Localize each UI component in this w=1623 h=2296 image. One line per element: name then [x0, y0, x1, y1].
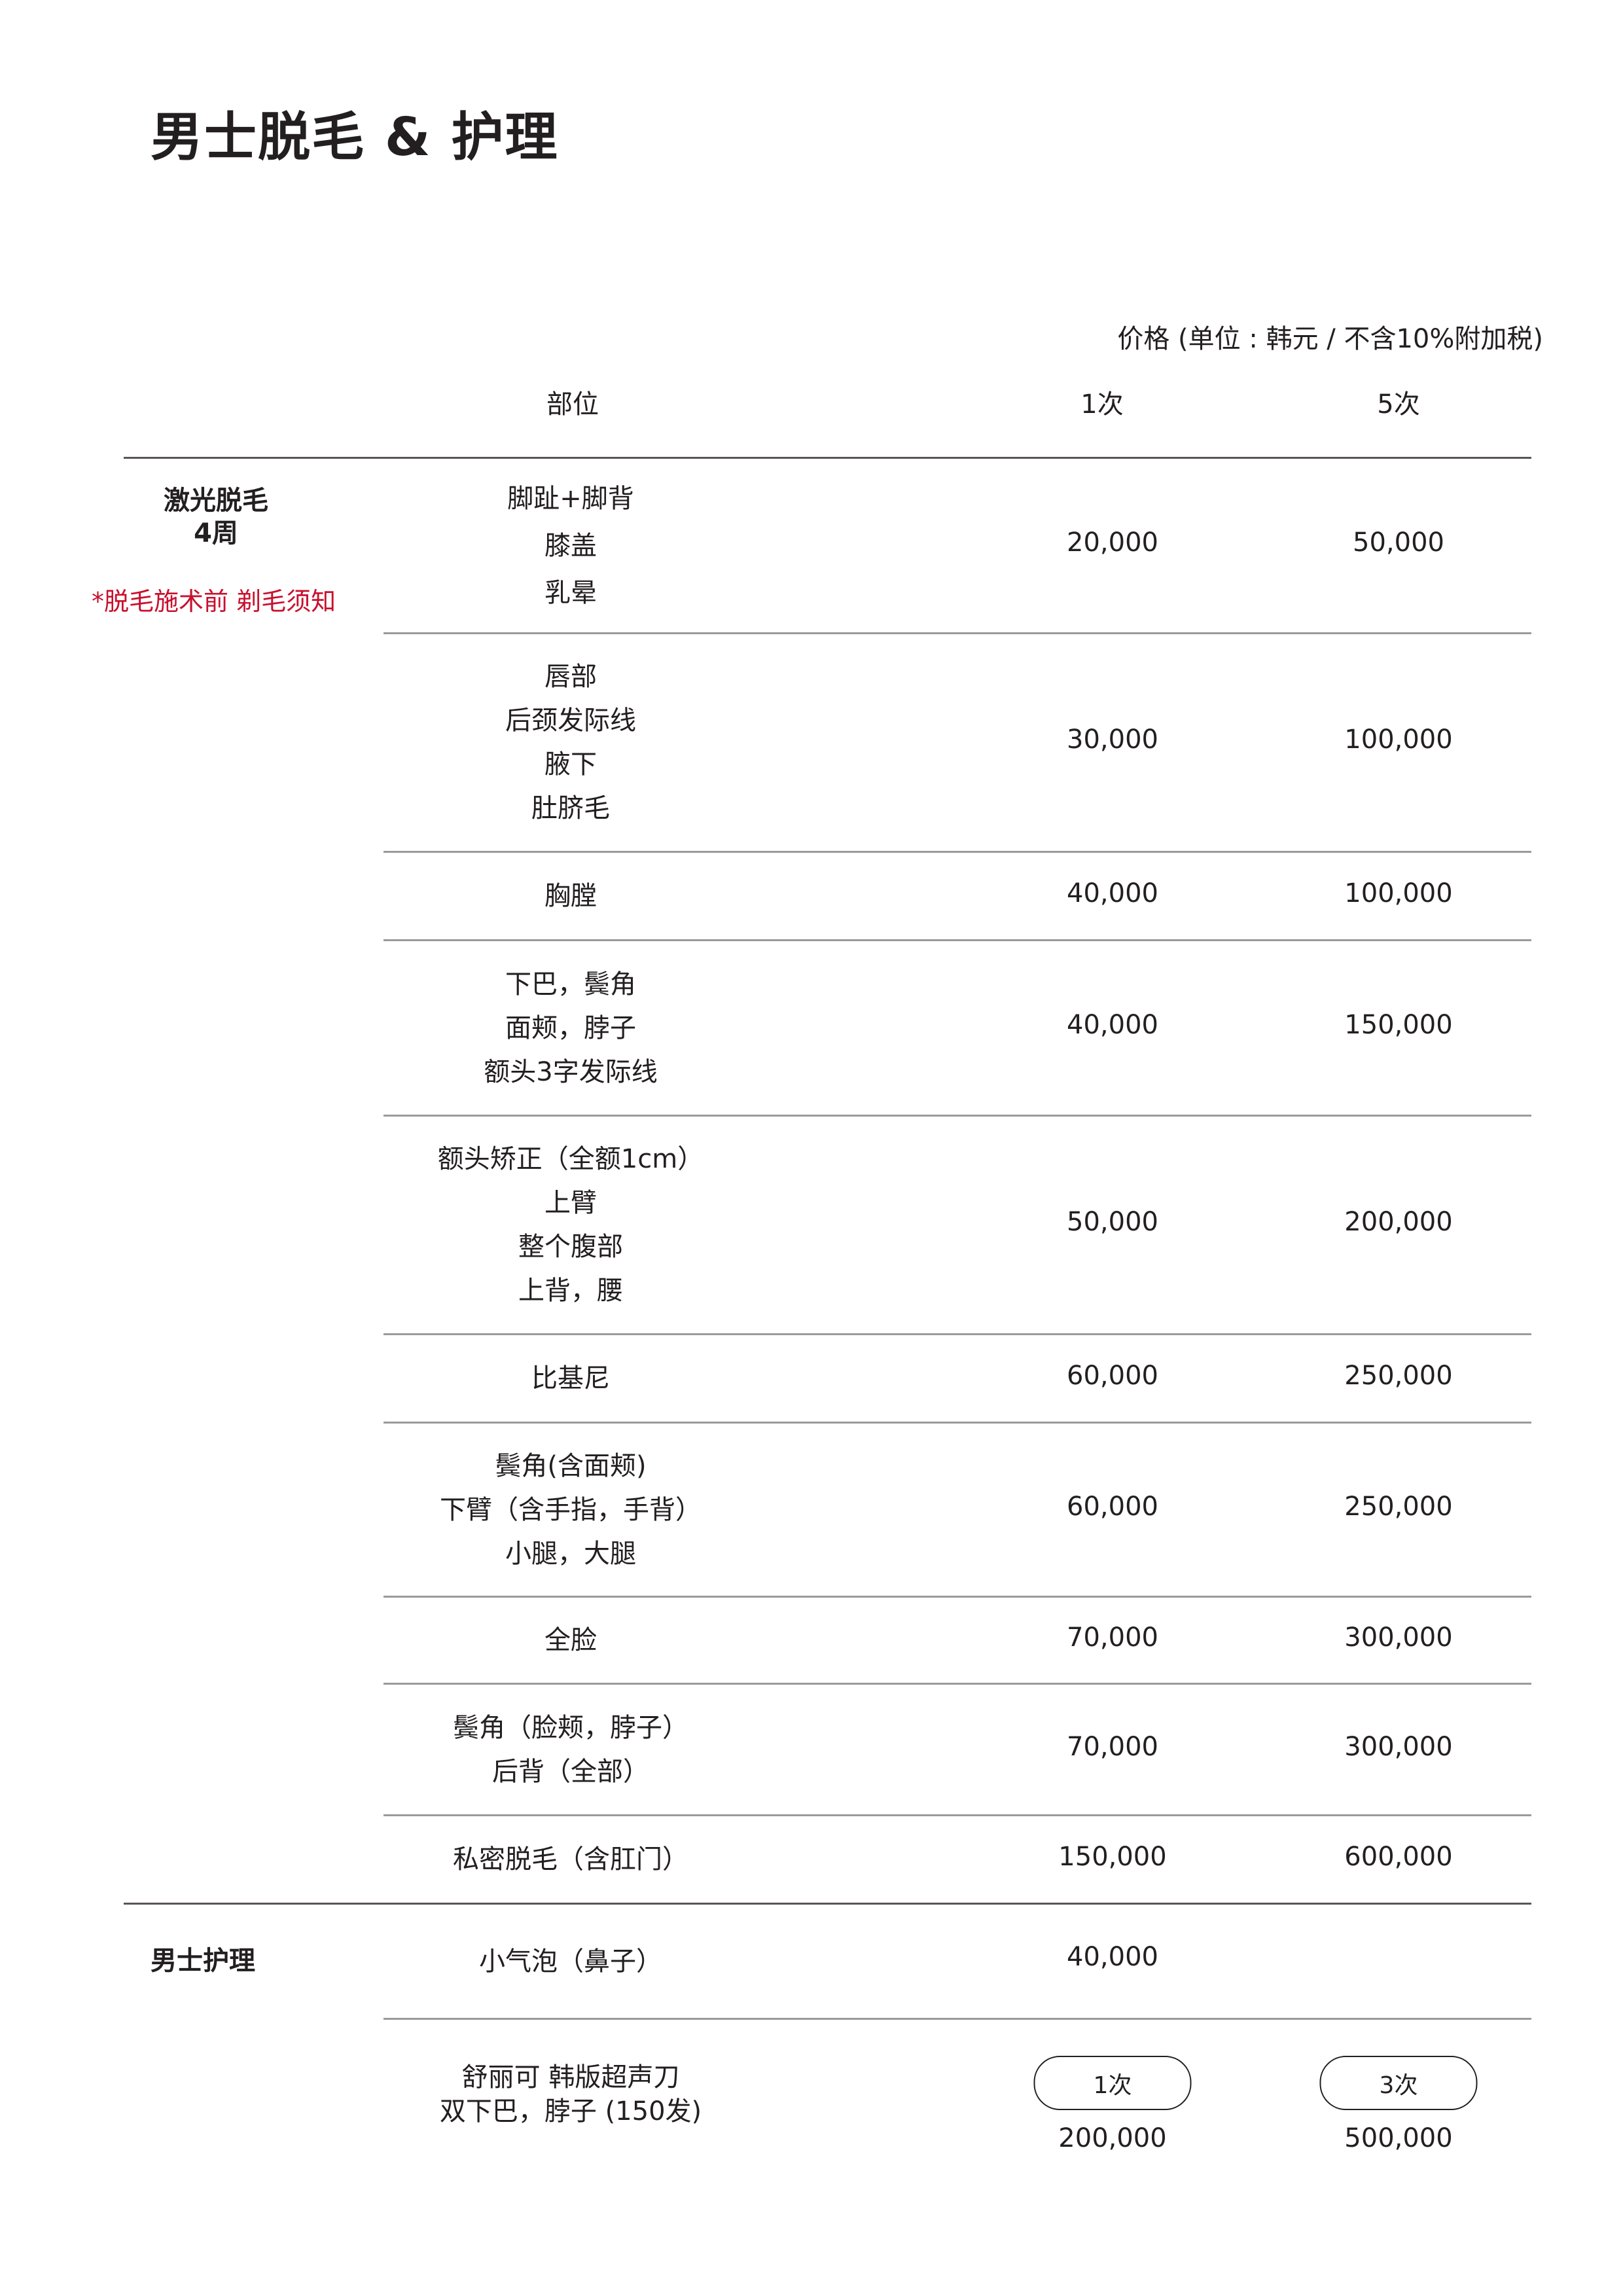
price-1-session: 200,000 [1058, 2123, 1167, 2153]
row-divider [383, 1596, 1531, 1598]
part-line: 舒丽可 韩版超声刀 [461, 2062, 680, 2092]
price-unit-note: 价格 (单位 : 韩元 / 不含10%附加税) [1117, 324, 1543, 354]
header-once: 1次 [1080, 389, 1124, 420]
price-five: 600,000 [1344, 1841, 1453, 1872]
shaving-notice: *脱毛施术前 剃毛须知 [92, 587, 336, 616]
table-row: 鬓角(含面颊) 下臂（含手指，手背） 小腿，大腿 60,000 250,000 [383, 1424, 1531, 1596]
price-five: 200,000 [1344, 1207, 1453, 1237]
price-once: 40,000 [1067, 878, 1158, 908]
row-divider [383, 1814, 1531, 1816]
price-five: 300,000 [1344, 1731, 1453, 1762]
part-line: 全脸 [544, 1625, 597, 1655]
option-1-session-button[interactable]: 1次 [1033, 2056, 1192, 2110]
part-line: 额头矫正（全额1cm） [437, 1144, 704, 1174]
table-row: 小气泡（鼻子） 40,000 [383, 1905, 1531, 2018]
table-row: 全脸 70,000 300,000 [383, 1598, 1531, 1683]
part-line: 鬓角(含面颊) [495, 1450, 647, 1481]
price-five: 250,000 [1344, 1360, 1453, 1391]
part-line: 胸膛 [544, 881, 597, 911]
part-line: 上背，腰 [518, 1276, 623, 1306]
header-divider [124, 457, 1531, 459]
part-line: 上臂 [544, 1188, 597, 1218]
row-divider [383, 1333, 1531, 1335]
laser-cycle: 4周 [194, 518, 238, 548]
row-divider [383, 632, 1531, 634]
price-five: 300,000 [1344, 1622, 1453, 1653]
row-divider [383, 1115, 1531, 1117]
part-cell: 额头矫正（全额1cm） 上臂整个腹部上背，腰 [383, 1138, 758, 1313]
price-once: 20,000 [1067, 528, 1158, 558]
part-cell: 全脸 [383, 1619, 758, 1662]
table-row: 鬓角（脸颊，脖子） 后背（全部） 70,000 300,000 [383, 1685, 1531, 1815]
laser-section-label: 激光脱毛 4周 [118, 484, 314, 550]
part-line: 私密脱毛（含肛门） [453, 1844, 688, 1874]
part-cell: 鬓角(含面颊) 下臂（含手指，手背） 小腿，大腿 [383, 1444, 758, 1576]
part-line: 整个腹部 [518, 1232, 623, 1262]
price-once: 60,000 [1067, 1360, 1158, 1391]
part-cell: 胸膛 [383, 874, 758, 918]
table-row: 下巴，鬓角面颊，脖子额头3字发际线 40,000 150,000 [383, 941, 1531, 1115]
price-once: 70,000 [1067, 1622, 1158, 1653]
header-five: 5次 [1377, 389, 1420, 420]
table-row: 比基尼 60,000 250,000 [383, 1335, 1531, 1422]
part-line: 小腿，大腿 [505, 1538, 636, 1569]
price-five: 100,000 [1344, 725, 1453, 755]
part-line: 肚脐毛 [531, 793, 610, 823]
part-line: 后背（全部） [492, 1756, 649, 1787]
part-line: 后颈发际线 [505, 706, 636, 736]
part-line: 额头3字发际线 [484, 1056, 658, 1087]
page-title: 男士脱毛 & 护理 [151, 107, 559, 168]
table-row: 唇部后颈发际线腋下肚脐毛 30,000 100,000 [383, 634, 1531, 852]
price-five: 50,000 [1353, 528, 1444, 558]
price-once: 60,000 [1067, 1492, 1158, 1522]
row-divider [383, 2018, 1531, 2020]
price-once: 150,000 [1058, 1841, 1167, 1872]
part-cell: 脚趾+脚背膝盖乳晕 [383, 475, 758, 617]
table-row: 胸膛 40,000 100,000 [383, 853, 1531, 940]
price-once: 70,000 [1067, 1731, 1158, 1762]
price-five: 150,000 [1344, 1010, 1453, 1040]
option-3-session-button[interactable]: 3次 [1319, 2056, 1478, 2110]
part-line: 下巴，鬓角 [505, 969, 636, 999]
care-section-label: 男士护理 [151, 1946, 255, 1976]
price-five: 100,000 [1344, 878, 1453, 908]
price-once: 40,000 [1067, 1942, 1158, 1972]
part-line: 膝盖 [544, 531, 597, 561]
part-cell: 私密脱毛（含肛门） [383, 1838, 758, 1882]
section-divider [124, 1903, 1531, 1905]
part-line: 鬓角（脸颊，脖子） [453, 1712, 688, 1743]
row-divider [383, 1683, 1531, 1685]
header-part: 部位 [546, 389, 599, 420]
part-line: 脚趾+脚背 [507, 484, 634, 514]
price-five: 250,000 [1344, 1492, 1453, 1522]
part-line: 双下巴，脖子 (150发) [439, 2096, 702, 2126]
price-3-session: 500,000 [1344, 2123, 1453, 2153]
table-row: 脚趾+脚背膝盖乳晕 20,000 50,000 [383, 459, 1531, 633]
part-line: 唇部 [544, 662, 597, 692]
row-divider [383, 939, 1531, 941]
row-divider [383, 1422, 1531, 1424]
row-divider [383, 851, 1531, 853]
part-line: 乳晕 [544, 578, 597, 608]
price-once: 30,000 [1067, 725, 1158, 755]
price-once: 50,000 [1067, 1207, 1158, 1237]
part-cell: 鬓角（脸颊，脖子） 后背（全部） [383, 1706, 758, 1794]
part-line: 腋下 [544, 749, 597, 780]
part-cell: 唇部后颈发际线腋下肚脐毛 [383, 655, 758, 831]
part-line: 下臂（含手指，手背） [440, 1494, 702, 1525]
part-cell: 下巴，鬓角面颊，脖子额头3字发际线 [383, 963, 758, 1094]
laser-label: 激光脱毛 [164, 486, 268, 516]
price-once: 40,000 [1067, 1010, 1158, 1040]
ulthera-parts: 舒丽可 韩版超声刀 双下巴，脖子 (150发) [383, 2060, 758, 2128]
part-line: 比基尼 [531, 1363, 610, 1393]
part-cell: 比基尼 [383, 1357, 758, 1401]
part-cell: 小气泡（鼻子） [479, 1946, 662, 1977]
table-row: 额头矫正（全额1cm） 上臂整个腹部上背，腰 50,000 200,000 [383, 1117, 1531, 1334]
table-row: 私密脱毛（含肛门） 150,000 600,000 [383, 1816, 1531, 1903]
part-line: 面颊，脖子 [505, 1013, 636, 1043]
